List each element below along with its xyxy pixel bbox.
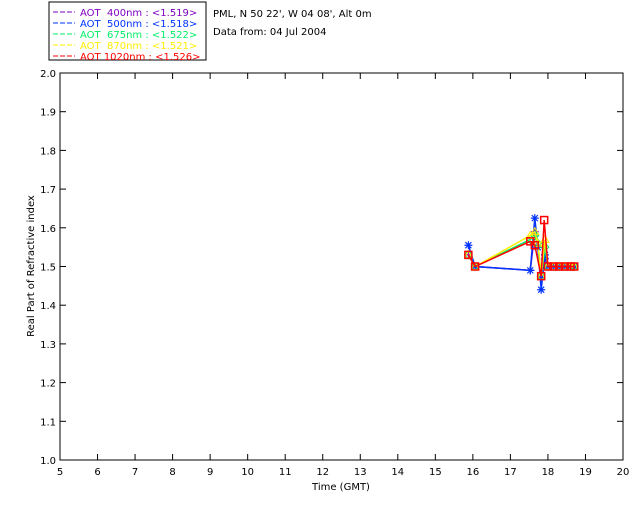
y-tick-label: 1.9 <box>40 108 56 119</box>
y-tick-label: 2.0 <box>40 69 56 80</box>
y-tick-label: 1.4 <box>40 301 56 312</box>
legend-label: AOT 500nm : <1.518> <box>80 19 197 30</box>
data-point <box>529 226 540 236</box>
x-tick-label: 20 <box>617 467 630 478</box>
y-tick-label: 1.2 <box>40 379 56 390</box>
chart-title: PML, N 50 22', W 04 08', Alt 0m <box>213 9 372 20</box>
y-tick-label: 1.8 <box>40 146 56 157</box>
x-tick-label: 18 <box>542 467 555 478</box>
x-tick-label: 7 <box>132 467 138 478</box>
data-point <box>470 262 480 271</box>
data-point <box>549 262 558 271</box>
series-line-1 <box>467 218 575 290</box>
data-point <box>537 285 546 294</box>
x-tick-label: 13 <box>354 467 367 478</box>
legend-label: AOT 675nm : <1.522> <box>80 30 197 41</box>
x-tick-label: 14 <box>391 467 404 478</box>
data-point <box>543 262 553 271</box>
y-tick-label: 1.5 <box>40 263 56 274</box>
x-tick-label: 9 <box>207 467 213 478</box>
legend-box <box>48 1 207 61</box>
y-tick-label: 1.0 <box>40 456 56 467</box>
data-point <box>530 214 539 223</box>
data-point <box>560 262 570 271</box>
legend: AOT 400nm : <1.519>AOT 500nm : <1.518>AO… <box>53 8 200 63</box>
y-tick-label: 1.6 <box>40 224 56 235</box>
x-tick-label: 11 <box>279 467 292 478</box>
x-axis-label: Time (GMT) <box>311 482 370 493</box>
x-tick-label: 19 <box>579 467 592 478</box>
data-point <box>569 262 579 271</box>
data-point <box>536 271 546 281</box>
x-tick-label: 16 <box>466 467 479 478</box>
x-tick-label: 5 <box>57 467 63 478</box>
legend-label: AOT 1020nm : <1.526> <box>80 52 200 63</box>
legend-label: AOT 400nm : <1.519> <box>80 8 197 19</box>
chart-subtitle: Data from: 04 Jul 2004 <box>213 27 326 38</box>
legend-label: AOT 870nm : <1.521> <box>80 41 197 52</box>
x-tick-label: 10 <box>241 467 254 478</box>
data-point <box>554 262 564 271</box>
data-point <box>540 250 549 259</box>
data-point <box>464 241 473 250</box>
data-point <box>526 266 535 275</box>
x-tick-label: 8 <box>169 467 175 478</box>
y-tick-label: 1.3 <box>40 340 56 351</box>
data-point <box>530 240 540 250</box>
x-tick-label: 15 <box>429 467 442 478</box>
x-tick-label: 6 <box>94 467 100 478</box>
series-line-0 <box>467 231 575 279</box>
x-tick-label: 17 <box>504 467 517 478</box>
data-point <box>464 250 473 260</box>
y-tick-label: 1.7 <box>40 185 56 196</box>
series-line-4 <box>467 219 575 277</box>
y-tick-label: 1.1 <box>40 417 56 428</box>
x-tick-label: 12 <box>316 467 329 478</box>
data-point <box>539 215 549 225</box>
y-axis-label: Real Part of Refractive index <box>26 195 37 337</box>
